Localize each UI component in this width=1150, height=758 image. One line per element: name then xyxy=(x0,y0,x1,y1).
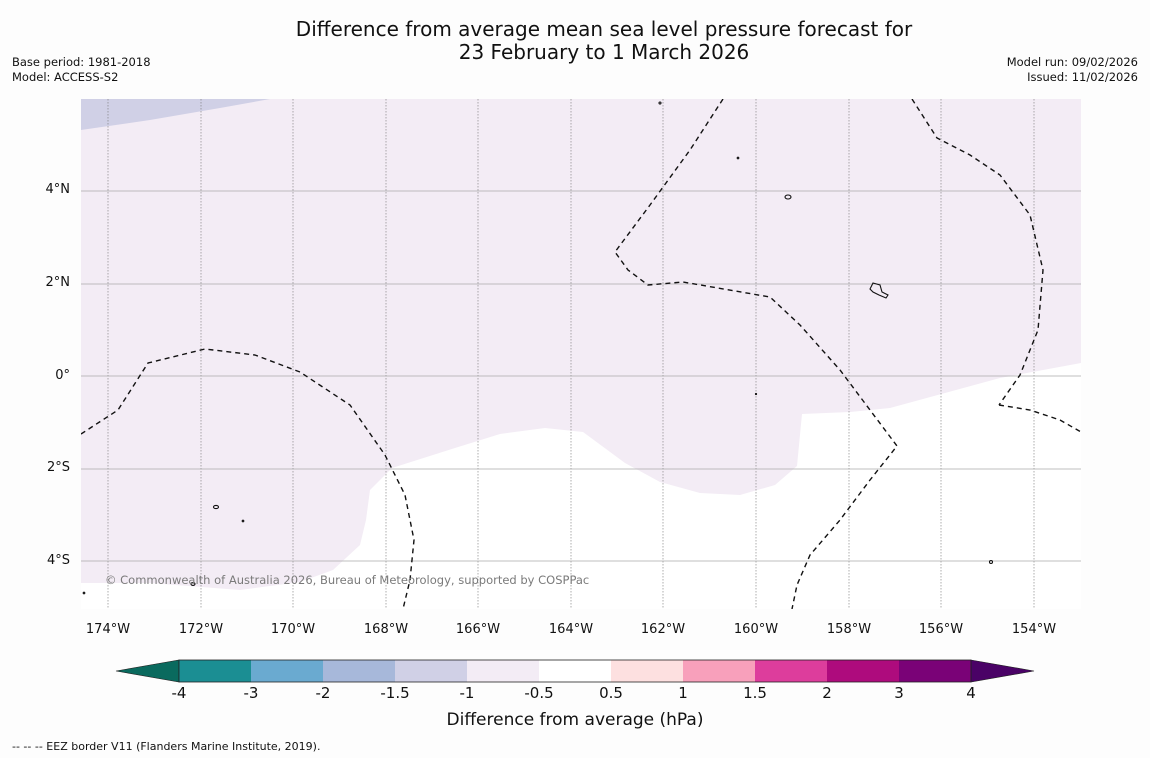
model-name: Model: ACCESS-S2 xyxy=(12,70,119,84)
colorbar-label: 3 xyxy=(894,684,904,702)
colorbar-segment-5 xyxy=(467,660,539,682)
lon-tick-154w: 154°W xyxy=(1011,622,1057,637)
colorbar-label: -4 xyxy=(171,684,187,702)
meta-right: Model run: 09/02/2026 Issued: 11/02/2026 xyxy=(1007,55,1138,85)
lat-tick-2n: 2°N xyxy=(45,275,71,290)
colorbar-label: 1.5 xyxy=(743,684,767,702)
lon-tick-156w: 156°W xyxy=(918,622,964,637)
copyright-notice: © Commonwealth of Australia 2026, Bureau… xyxy=(105,573,590,587)
colorbar xyxy=(115,659,1035,683)
eez-borders xyxy=(81,99,1081,609)
lon-tick-158w: 158°W xyxy=(826,622,872,637)
colorbar-segment-6 xyxy=(539,660,611,682)
colorbar-segment-3 xyxy=(323,660,395,682)
graticule xyxy=(107,99,1035,609)
lon-tick-172w: 172°W xyxy=(178,622,224,637)
island-dot-jarvis xyxy=(754,392,758,396)
title-line-1: Difference from average mean sea level p… xyxy=(295,17,913,41)
colorbar-over-arrow xyxy=(970,659,1035,683)
meta-left: Base period: 1981-2018 Model: ACCESS-S2 xyxy=(12,55,151,85)
lat-tick-0: 0° xyxy=(55,368,70,383)
island-dot-west xyxy=(82,591,86,595)
colorbar-segment-11 xyxy=(899,660,971,682)
map-title: Difference from average mean sea level p… xyxy=(0,18,1150,64)
colorbar-label: 2 xyxy=(822,684,832,702)
island-howland xyxy=(212,504,220,510)
eez-border-east-south xyxy=(998,404,1081,433)
colorbar-label: -3 xyxy=(243,684,259,702)
lat-tick-4n: 4°N xyxy=(45,182,71,197)
colorbar-under-arrow xyxy=(115,659,180,683)
colorbar-label: -1.5 xyxy=(380,684,410,702)
colorbar-segment-7 xyxy=(611,660,683,682)
islands xyxy=(82,101,994,595)
colorbar-segment-1 xyxy=(179,660,251,682)
island-kiritimati xyxy=(869,282,889,299)
island-dot-north xyxy=(658,101,662,105)
eez-border-east-north xyxy=(911,99,1044,406)
lon-tick-162w: 162°W xyxy=(640,622,686,637)
island-dot-teraina xyxy=(736,156,740,160)
colorbar-title: Difference from average (hPa) xyxy=(446,710,704,730)
lon-tick-174w: 174°W xyxy=(85,622,131,637)
parallels xyxy=(81,190,1081,562)
colorbar-segment-10 xyxy=(827,660,899,682)
colorbar-label: 1 xyxy=(678,684,688,702)
lon-tick-160w: 160°W xyxy=(733,622,779,637)
island-tabuaeran xyxy=(784,194,792,200)
anomaly-region-neg-1-to-neg-1.5 xyxy=(81,99,270,130)
lon-tick-166w: 166°W xyxy=(455,622,501,637)
title-line-2: 23 February to 1 March 2026 xyxy=(458,40,750,64)
colorbar-segment-9 xyxy=(755,660,827,682)
eez-border-west xyxy=(81,348,415,609)
colorbar-label: 0.5 xyxy=(599,684,623,702)
island-dot-small xyxy=(241,519,245,523)
colorbar-label: -0.5 xyxy=(524,684,554,702)
colorbar-segment-2 xyxy=(251,660,323,682)
lat-tick-4s: 4°S xyxy=(46,553,70,568)
colorbar-segment-8 xyxy=(683,660,755,682)
model-run: Model run: 09/02/2026 xyxy=(1006,55,1138,69)
island-malden xyxy=(988,559,994,565)
colorbar-label: 4 xyxy=(966,684,976,702)
lon-tick-164w: 164°W xyxy=(548,622,594,637)
lon-tick-170w: 170°W xyxy=(270,622,316,637)
base-period: Base period: 1981-2018 xyxy=(12,55,151,69)
anomaly-region-neg-0.5-to-neg-1 xyxy=(81,99,1081,590)
lat-tick-2s: 2°S xyxy=(46,460,70,475)
colorbar-segment-4 xyxy=(395,660,467,682)
eez-footnote: -- -- -- EEZ border V11 (Flanders Marine… xyxy=(12,740,321,753)
colorbar-label: -1 xyxy=(459,684,475,702)
colorbar-outline xyxy=(178,659,972,683)
eez-border-central xyxy=(614,99,898,609)
issued-date: Issued: 11/02/2026 xyxy=(1027,70,1138,84)
island-baker xyxy=(190,582,196,586)
map-area xyxy=(81,99,1081,609)
lon-tick-168w: 168°W xyxy=(363,622,409,637)
colorbar-label: -2 xyxy=(315,684,331,702)
